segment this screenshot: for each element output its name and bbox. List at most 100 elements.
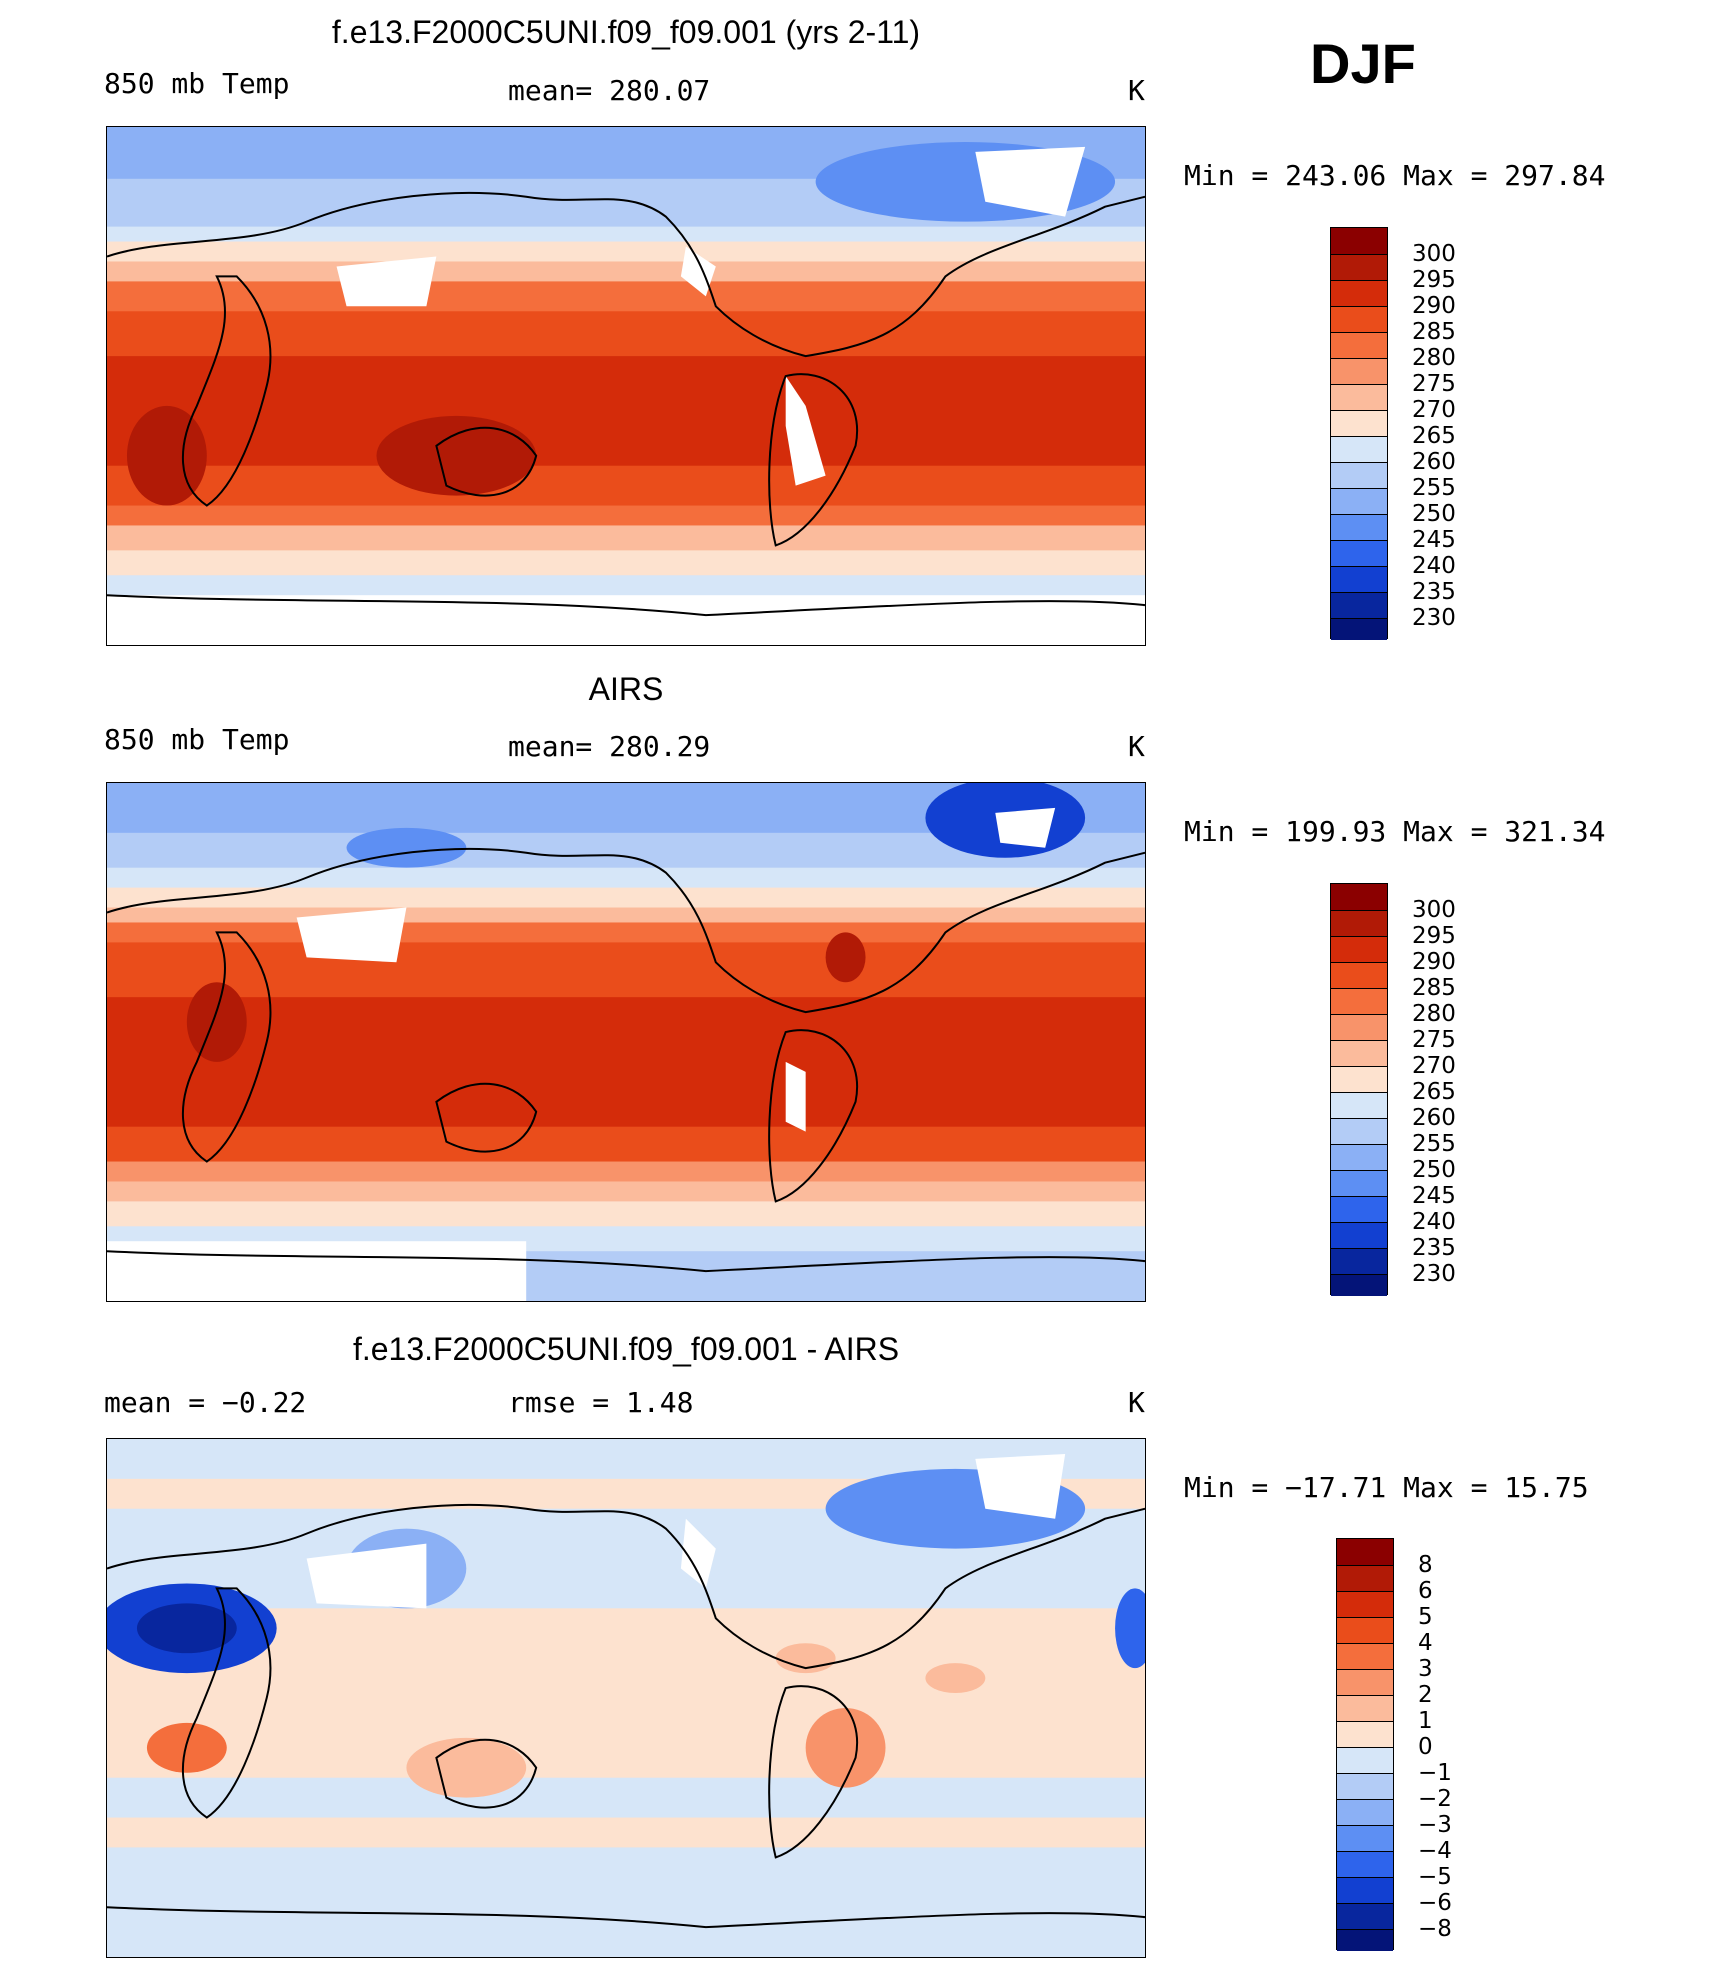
- colorbar-tick-label: 265: [1412, 1079, 1456, 1105]
- colorbar-segment: [1337, 1747, 1393, 1773]
- colorbar-tick-label: 280: [1412, 1001, 1456, 1027]
- colorbar-tick-label: 6: [1418, 1578, 1433, 1604]
- colorbar-tick-label: −4: [1418, 1838, 1452, 1864]
- colorbar-tick-label: 265: [1412, 423, 1456, 449]
- panel1-colorbar: [1330, 227, 1388, 640]
- colorbar-segment: [1337, 1903, 1393, 1929]
- colorbar-segment: [1331, 1222, 1387, 1248]
- colorbar-segment: [1331, 1066, 1387, 1092]
- panel2-colorbar: [1330, 883, 1388, 1296]
- colorbar-segment: [1337, 1591, 1393, 1617]
- colorbar-tick-label: 300: [1412, 241, 1456, 267]
- panel3-rmse-label: rmse = 1.48: [508, 1386, 694, 1419]
- colorbar-segment: [1331, 488, 1387, 514]
- colorbar-tick-label: 230: [1412, 605, 1456, 631]
- panel3-units-label: K: [1128, 1386, 1145, 1419]
- colorbar-segment: [1331, 988, 1387, 1014]
- colorbar-segment: [1337, 1877, 1393, 1903]
- colorbar-segment: [1331, 254, 1387, 280]
- colorbar-tick-label: −5: [1418, 1864, 1452, 1890]
- colorbar-segment: [1337, 1773, 1393, 1799]
- colorbar-segment: [1331, 384, 1387, 410]
- colorbar-tick-label: 295: [1412, 267, 1456, 293]
- colorbar-segment: [1337, 1695, 1393, 1721]
- colorbar-segment: [1337, 1643, 1393, 1669]
- colorbar-tick-label: 285: [1412, 319, 1456, 345]
- panel2-mean-label: mean= 280.29: [508, 730, 711, 763]
- colorbar-tick-label: −8: [1418, 1916, 1452, 1942]
- colorbar-segment: [1331, 910, 1387, 936]
- colorbar-tick-label: 240: [1412, 553, 1456, 579]
- colorbar-segment: [1331, 540, 1387, 566]
- colorbar-tick-label: 8: [1418, 1552, 1433, 1578]
- colorbar-segment: [1331, 514, 1387, 540]
- panel2-map: [106, 782, 1146, 1302]
- colorbar-tick-label: 260: [1412, 449, 1456, 475]
- colorbar-segment: [1337, 1539, 1393, 1565]
- colorbar-segment: [1331, 1196, 1387, 1222]
- panel2-units-label: K: [1128, 730, 1145, 763]
- colorbar-tick-label: 255: [1412, 1131, 1456, 1157]
- season-label: DJF: [1310, 32, 1416, 95]
- panel2-variable-label: 850 mb Temp: [104, 723, 290, 756]
- colorbar-segment: [1337, 1565, 1393, 1591]
- colorbar-segment: [1337, 1851, 1393, 1877]
- panel1-variable-label: 850 mb Temp: [104, 67, 290, 100]
- colorbar-segment: [1331, 410, 1387, 436]
- colorbar-segment: [1331, 436, 1387, 462]
- colorbar-segment: [1331, 1092, 1387, 1118]
- colorbar-tick-label: 290: [1412, 293, 1456, 319]
- colorbar-segment: [1331, 280, 1387, 306]
- panel3-title: f.e13.F2000C5UNI.f09_f09.001 - AIRS: [352, 1331, 900, 1367]
- colorbar-segment: [1331, 1248, 1387, 1274]
- colorbar-segment: [1331, 962, 1387, 988]
- panel3-colorbar: [1336, 1538, 1394, 1951]
- colorbar-segment: [1331, 618, 1387, 640]
- colorbar-segment: [1337, 1799, 1393, 1825]
- colorbar-tick-label: 270: [1412, 397, 1456, 423]
- colorbar-segment: [1337, 1929, 1393, 1951]
- colorbar-tick-label: 270: [1412, 1053, 1456, 1079]
- colorbar-tick-label: 235: [1412, 579, 1456, 605]
- colorbar-tick-label: 2: [1418, 1682, 1433, 1708]
- colorbar-tick-label: 245: [1412, 527, 1456, 553]
- colorbar-tick-label: 260: [1412, 1105, 1456, 1131]
- colorbar-tick-label: 4: [1418, 1630, 1433, 1656]
- colorbar-tick-label: 5: [1418, 1604, 1433, 1630]
- colorbar-segment: [1331, 306, 1387, 332]
- colorbar-tick-label: 250: [1412, 501, 1456, 527]
- colorbar-segment: [1331, 332, 1387, 358]
- colorbar-tick-label: 255: [1412, 475, 1456, 501]
- colorbar-tick-label: 290: [1412, 949, 1456, 975]
- panel1-units-label: K: [1128, 74, 1145, 107]
- colorbar-segment: [1337, 1825, 1393, 1851]
- colorbar-tick-label: −3: [1418, 1812, 1452, 1838]
- colorbar-tick-label: 230: [1412, 1261, 1456, 1287]
- colorbar-tick-label: −2: [1418, 1786, 1452, 1812]
- panel2-title: AIRS: [588, 671, 664, 707]
- colorbar-segment: [1337, 1669, 1393, 1695]
- colorbar-tick-label: 280: [1412, 345, 1456, 371]
- colorbar-tick-label: 1: [1418, 1708, 1433, 1734]
- colorbar-segment: [1337, 1617, 1393, 1643]
- colorbar-segment: [1331, 1014, 1387, 1040]
- panel2-minmax: Min = 199.93 Max = 321.34: [1184, 815, 1606, 848]
- colorbar-tick-label: 240: [1412, 1209, 1456, 1235]
- colorbar-tick-label: −6: [1418, 1890, 1452, 1916]
- colorbar-tick-label: 0: [1418, 1734, 1433, 1760]
- colorbar-segment: [1337, 1721, 1393, 1747]
- colorbar-segment: [1331, 228, 1387, 254]
- colorbar-segment: [1331, 1040, 1387, 1066]
- panel1-minmax: Min = 243.06 Max = 297.84: [1184, 159, 1606, 192]
- colorbar-segment: [1331, 462, 1387, 488]
- colorbar-tick-label: 245: [1412, 1183, 1456, 1209]
- colorbar-segment: [1331, 1118, 1387, 1144]
- colorbar-tick-label: 275: [1412, 1027, 1456, 1053]
- panel1-map: [106, 126, 1146, 646]
- colorbar-tick-label: −1: [1418, 1760, 1452, 1786]
- panel3-map: [106, 1438, 1146, 1958]
- panel3-mean-label: mean = −0.22: [104, 1386, 307, 1419]
- colorbar-tick-label: 295: [1412, 923, 1456, 949]
- panel1-title: f.e13.F2000C5UNI.f09_f09.001 (yrs 2-11): [331, 14, 921, 50]
- colorbar-segment: [1331, 592, 1387, 618]
